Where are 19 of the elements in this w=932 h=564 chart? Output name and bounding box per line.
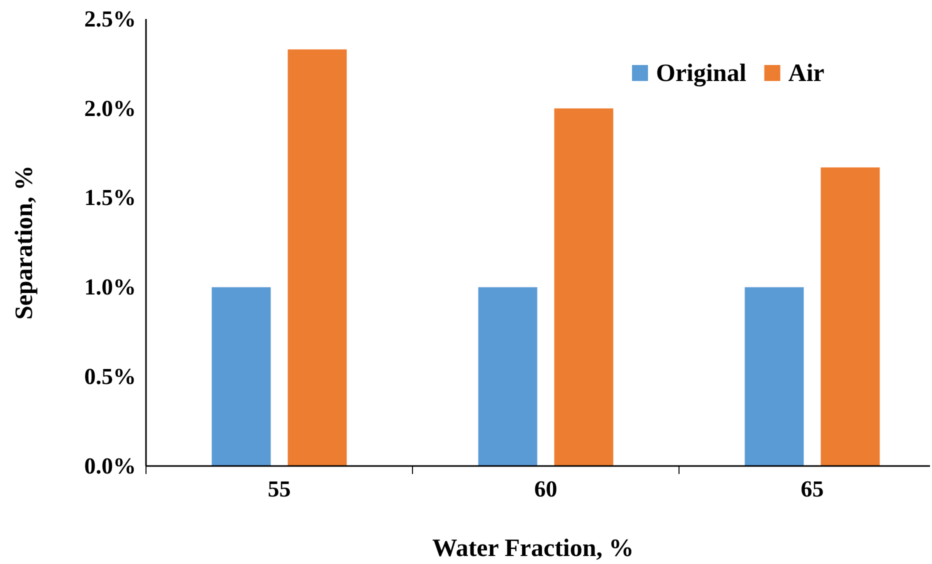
bar <box>554 108 614 466</box>
y-axis-title: Separation, % <box>11 165 38 320</box>
bar <box>478 287 538 466</box>
x-tick-label: 60 <box>534 476 558 502</box>
legend-label: Original <box>656 60 746 87</box>
legend-label: Air <box>788 60 824 87</box>
y-tick-label: 2.0% <box>84 96 136 121</box>
y-tick-label: 0.0% <box>84 453 136 478</box>
bar <box>212 287 271 466</box>
bar <box>744 287 804 466</box>
y-tick-label: 1.5% <box>84 185 136 210</box>
x-tick-label: 65 <box>800 476 824 502</box>
x-axis-title: Water Fraction, % <box>432 535 634 562</box>
y-tick-label: 0.5% <box>84 364 136 389</box>
x-tick-label: 55 <box>268 476 291 502</box>
bar <box>288 49 347 466</box>
bar <box>820 167 880 466</box>
y-tick-label: 2.5% <box>84 6 136 32</box>
y-tick-label: 1.0% <box>84 274 136 300</box>
